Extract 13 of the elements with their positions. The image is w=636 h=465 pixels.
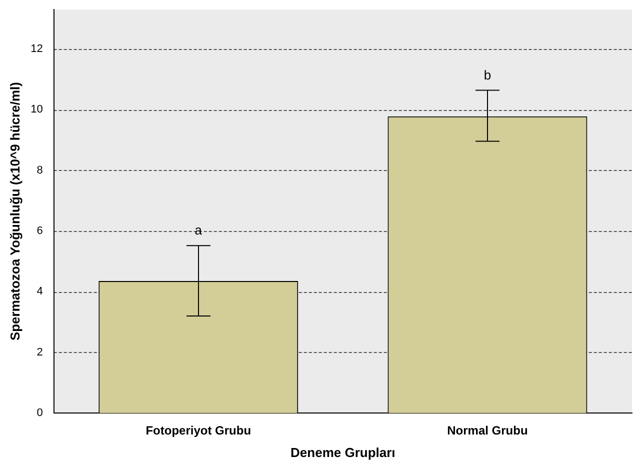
annotation: b bbox=[484, 67, 492, 82]
y-axis-title: Spermatozoa Yoğunluğu (x10^9 hücre/ml) bbox=[7, 82, 22, 341]
y-tick-label: 10 bbox=[30, 104, 43, 116]
annotation: a bbox=[194, 222, 203, 238]
x-tick-label: Normal Grubu bbox=[447, 424, 528, 438]
y-tick-label: 0 bbox=[36, 407, 43, 420]
y-tick-label: 12 bbox=[30, 43, 43, 56]
y-tick-label: 6 bbox=[36, 225, 43, 238]
x-tick-label: Fotoperiyot Grubu bbox=[146, 424, 252, 438]
y-tick-label: 8 bbox=[36, 164, 43, 176]
y-tick-label: 4 bbox=[36, 286, 43, 298]
y-tick-label: 2 bbox=[36, 346, 43, 358]
x-axis-title: Deneme Grupları bbox=[290, 444, 396, 460]
